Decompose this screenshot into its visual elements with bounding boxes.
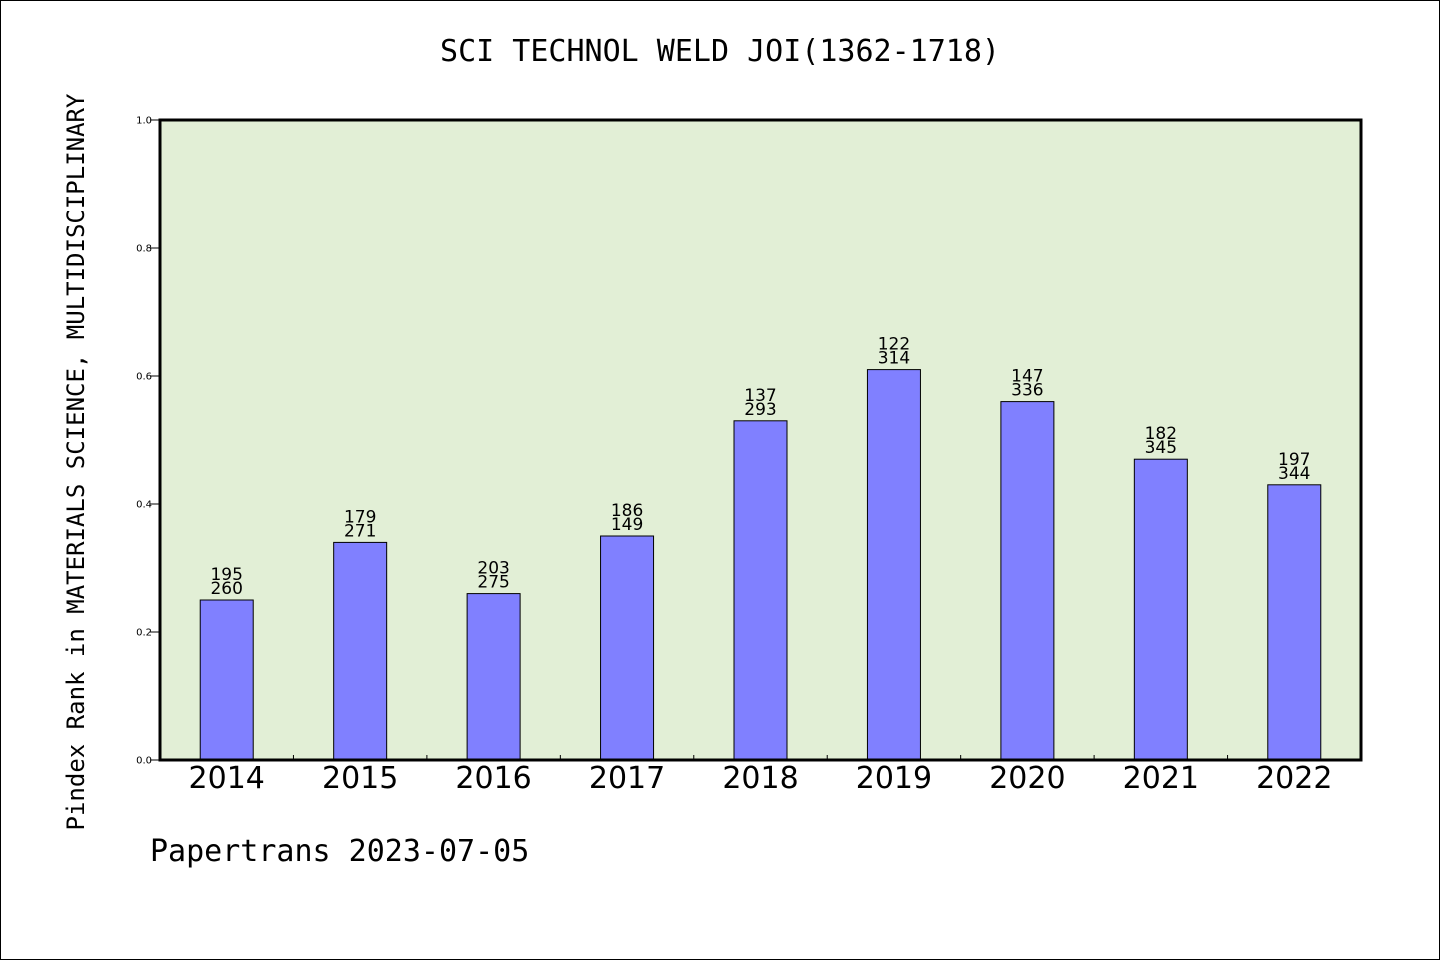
bar xyxy=(333,541,388,761)
bar-label-top: 203 xyxy=(477,559,509,579)
x-tick-label: 2017 xyxy=(589,761,665,796)
footer-text: Papertrans 2023-07-05 xyxy=(150,834,530,869)
bar-label-top: 182 xyxy=(1145,424,1177,444)
bar xyxy=(866,369,921,761)
bar-label-bottom: 149 xyxy=(611,515,643,535)
x-tick-label: 2018 xyxy=(722,761,798,796)
y-tick-label: 0.0 xyxy=(136,756,152,767)
y-tick-label: 0.8 xyxy=(136,244,152,255)
bar xyxy=(1267,484,1322,761)
chart-title: SCI TECHNOL WELD JOI(1362-1718) xyxy=(440,34,1000,69)
bar-label-top: 137 xyxy=(744,386,776,406)
bar xyxy=(600,535,655,761)
x-tick-label: 2020 xyxy=(989,761,1065,796)
y-tick-label: 1.0 xyxy=(136,116,152,127)
x-tick-label: 2022 xyxy=(1256,761,1332,796)
bar-label-bottom: 293 xyxy=(744,400,776,420)
x-tick-label: 2019 xyxy=(856,761,932,796)
x-tick-label: 2021 xyxy=(1123,761,1199,796)
bar-label-bottom: 314 xyxy=(878,349,910,369)
bar-label-bottom: 271 xyxy=(344,521,376,541)
bar-label-top: 122 xyxy=(878,335,910,355)
x-tick-label: 2014 xyxy=(189,761,265,796)
x-tick-label: 2016 xyxy=(455,761,531,796)
bar-label-bottom: 275 xyxy=(477,573,509,593)
bar-label-bottom: 336 xyxy=(1011,381,1043,401)
bar-label-top: 197 xyxy=(1278,450,1310,470)
bar xyxy=(466,593,521,761)
bar-label-bottom: 344 xyxy=(1278,464,1310,484)
plot-border xyxy=(158,118,1363,762)
x-tick-label: 2015 xyxy=(322,761,398,796)
bar xyxy=(733,420,788,761)
y-tick-label: 0.2 xyxy=(136,628,152,639)
bar-label-top: 195 xyxy=(210,565,242,585)
bar-label-top: 186 xyxy=(611,501,643,521)
y-tick-label: 0.4 xyxy=(136,500,152,511)
bar xyxy=(1000,401,1055,761)
bar-label-bottom: 260 xyxy=(210,579,242,599)
y-tick-label: 0.6 xyxy=(136,372,152,383)
bar-label-top: 179 xyxy=(344,507,376,527)
bar-label-top: 147 xyxy=(1011,367,1043,387)
bar-label-bottom: 345 xyxy=(1145,438,1177,458)
bar xyxy=(1133,458,1188,761)
bar xyxy=(199,599,254,761)
